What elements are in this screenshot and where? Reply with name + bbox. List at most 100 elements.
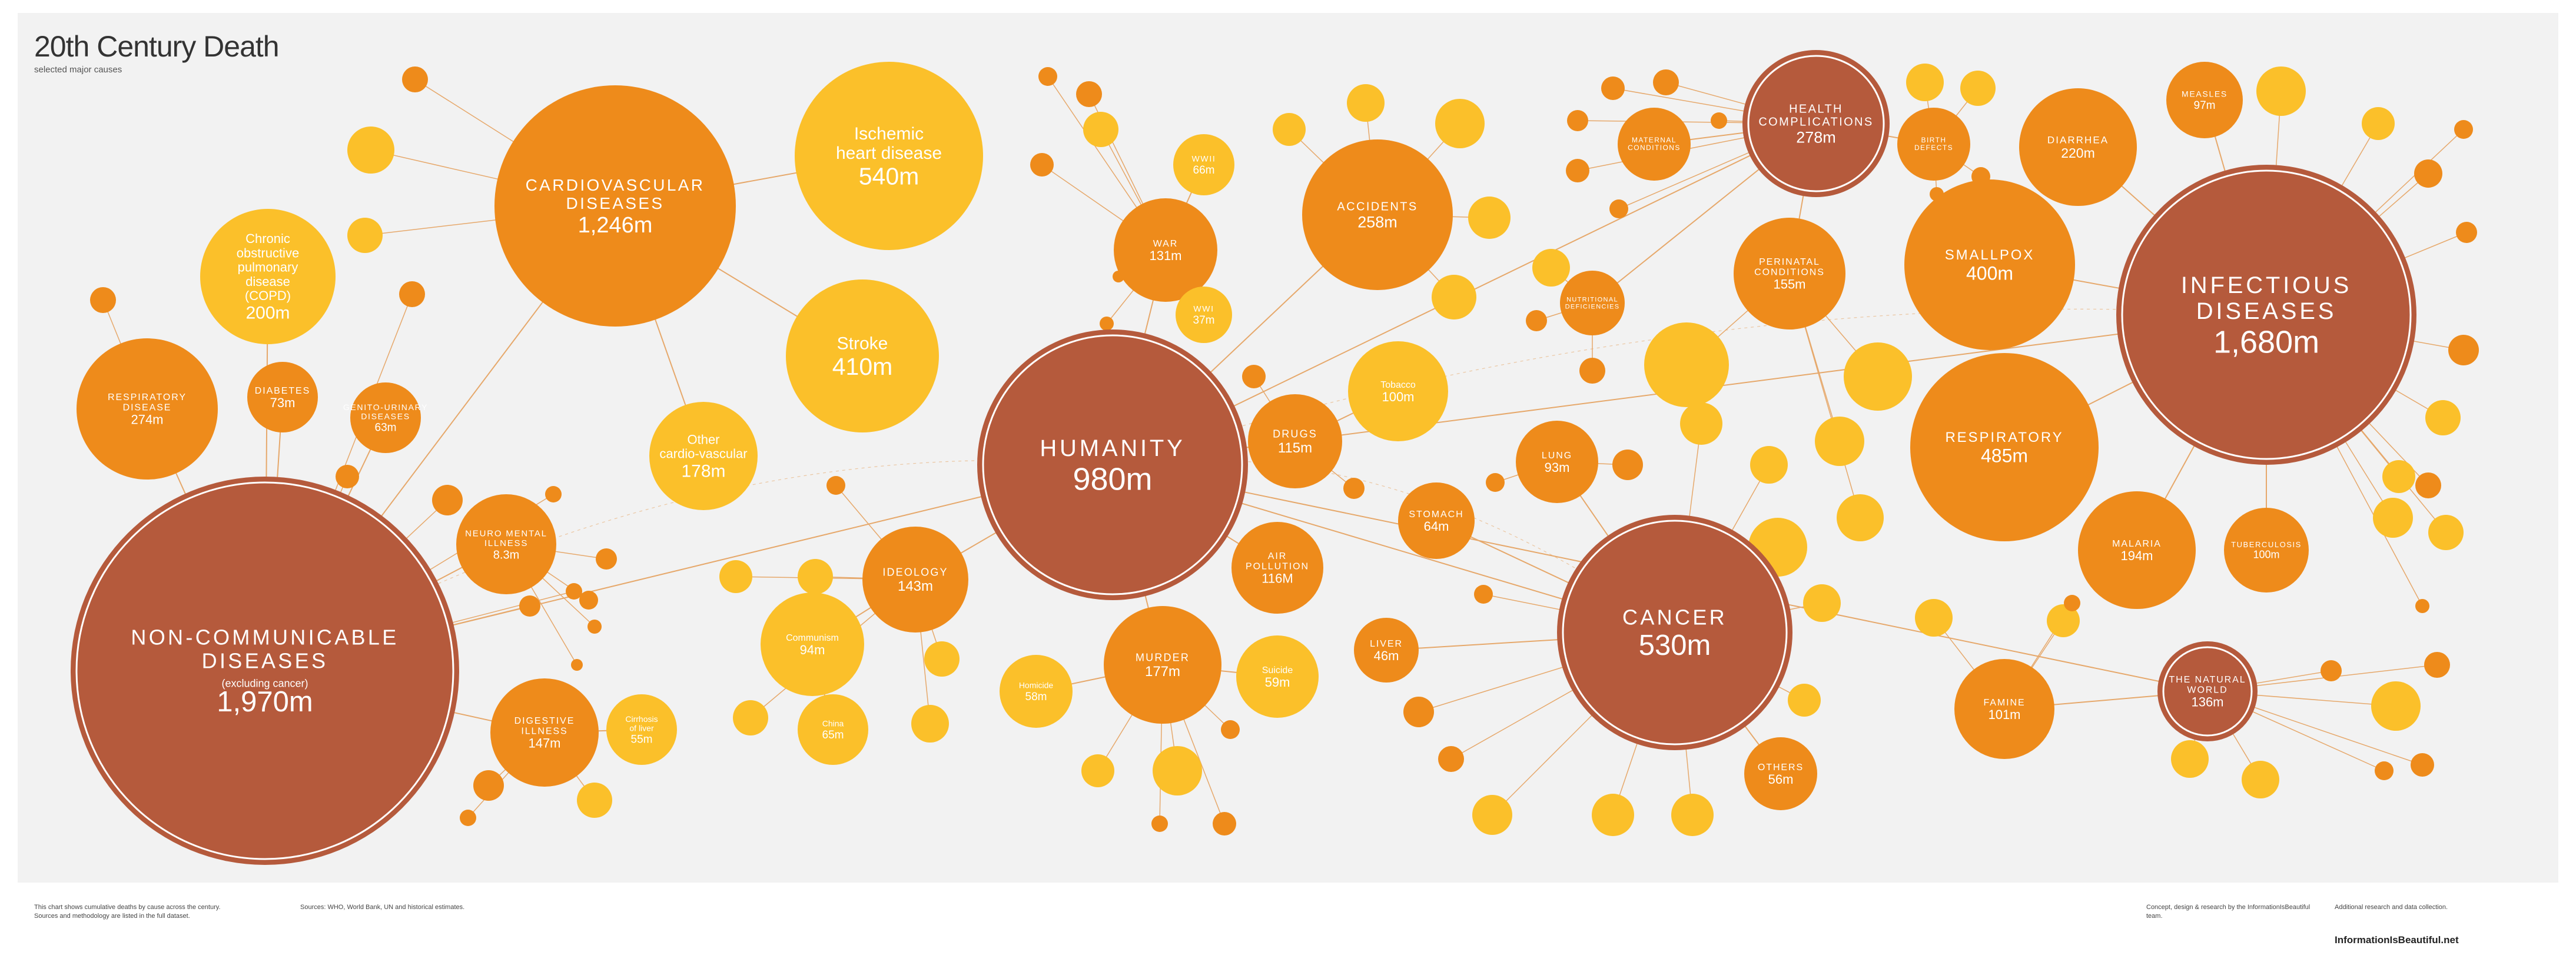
bubble-label: DIABETES: [255, 386, 311, 396]
bubble-label: DEFECTS: [1914, 144, 1953, 152]
bubble-sublabel: (excluding cancer): [221, 678, 308, 690]
minor-cause-bubble: [2242, 761, 2279, 798]
bubble-label: CONDITIONS: [1754, 268, 1825, 278]
minor-cause-bubble: [587, 620, 602, 634]
minor-cause-bubble: [1151, 815, 1168, 832]
bubble-circle: [649, 402, 758, 510]
bubble-label: MURDER: [1136, 651, 1190, 663]
minor-cause-bubble: [1486, 473, 1505, 492]
minor-cause-bubble: [1526, 310, 1547, 331]
bubble-label: Cirrhosis: [625, 714, 658, 724]
minor-cause-bubble: [1403, 697, 1434, 727]
bubble-value: 136m: [2191, 695, 2223, 710]
bubble-label: HUMANITY: [1040, 435, 1185, 461]
minor-cause-bubble: [1100, 317, 1114, 331]
bubble-label: Ischemic: [854, 124, 924, 144]
minor-cause-bubble: [1612, 450, 1643, 480]
bubble-circle: [761, 592, 864, 696]
bubble-value: 1,680m: [2213, 325, 2319, 360]
bubble-label: DISEASES: [202, 648, 328, 673]
minor-cause-bubble: [90, 287, 116, 313]
bubble-label: LUNG: [1542, 451, 1572, 461]
minor-cause-bubble: [1472, 795, 1512, 835]
bubble-value: 58m: [1025, 691, 1047, 703]
bubble-value: 94m: [800, 643, 825, 657]
bubble-circle: [1176, 287, 1232, 343]
minor-cause-bubble: [571, 659, 583, 671]
minor-cause-bubble: [2371, 681, 2421, 731]
bubble-value: 530m: [1639, 630, 1711, 661]
minor-cause-bubble: [1083, 112, 1118, 147]
bubble-value: 485m: [1981, 445, 2028, 467]
minor-cause-bubble: [1432, 275, 1476, 319]
bubble-label: SMALLPOX: [1945, 247, 2034, 263]
bubble-label: STOMACH: [1409, 510, 1463, 520]
minor-cause-bubble: [1221, 720, 1240, 739]
bubble-value: 115m: [1278, 440, 1312, 456]
bubble-circle: [77, 338, 218, 480]
bubble-circle: [1618, 108, 1691, 181]
bubble-label: WORLD: [2187, 685, 2228, 695]
minor-cause-bubble: [1609, 199, 1628, 218]
bubble-value: 400m: [1966, 263, 2013, 284]
bubble-value: 65m: [822, 729, 844, 741]
bubble-label: DRUGS: [1273, 428, 1317, 440]
bubble-value: 980m: [1073, 462, 1152, 497]
bubble-label: (COPD): [245, 288, 291, 303]
bubble-label: FAMINE: [1983, 698, 2025, 708]
bubble-value: 540m: [859, 162, 919, 189]
minor-cause-bubble: [2362, 107, 2395, 140]
bubble-value: 178m: [681, 461, 725, 481]
bubble-value: 410m: [832, 353, 893, 380]
bubble-label: China: [822, 719, 844, 728]
bubble-circle: [247, 362, 318, 432]
bubble-value: 97m: [2194, 99, 2216, 112]
footnote-line: Concept, design & research by the Inform…: [2146, 904, 2311, 920]
bubble-label: MATERNAL: [1632, 136, 1677, 144]
minor-cause-bubble: [2171, 740, 2209, 778]
bubble-circle: [977, 329, 1248, 600]
bubble-circle: [1954, 659, 2054, 759]
minor-cause-bubble: [1579, 358, 1605, 384]
bubble-label: RESPIRATORY: [108, 392, 187, 402]
bubble-label: ACCIDENTS: [1337, 201, 1418, 214]
bubble-label: ILLNESS: [484, 538, 528, 548]
bubble-value: 143m: [898, 578, 933, 594]
bubble-circle: [1742, 50, 1890, 197]
bubble-label: DISEASES: [2196, 298, 2336, 324]
bubble-ring: [1747, 55, 1885, 192]
footnote-line: Additional research and data collection.: [2335, 904, 2448, 911]
bubble-label: NEURO MENTAL: [465, 528, 547, 538]
minor-cause-bubble: [1347, 84, 1385, 122]
bubble-label: DISEASES: [566, 194, 665, 212]
bubble-value: 37m: [1193, 314, 1215, 327]
bubble-ring: [75, 481, 454, 860]
minor-cause-bubble: [1680, 402, 1722, 445]
minor-cause-bubble: [911, 705, 949, 743]
bubble-label: DIGESTIVE: [514, 716, 575, 726]
minor-cause-bubble: [579, 591, 598, 610]
minor-cause-bubble: [1435, 99, 1485, 148]
bubble-circle: [1248, 394, 1342, 488]
bubble-label: COMPLICATIONS: [1758, 116, 1873, 129]
minor-cause-bubble: [2428, 515, 2464, 550]
minor-cause-bubble: [826, 476, 845, 495]
bubble-label: GENITO-URINARY: [343, 402, 428, 412]
minor-cause-bubble: [1030, 153, 1054, 177]
bubble-circle: [494, 85, 736, 327]
